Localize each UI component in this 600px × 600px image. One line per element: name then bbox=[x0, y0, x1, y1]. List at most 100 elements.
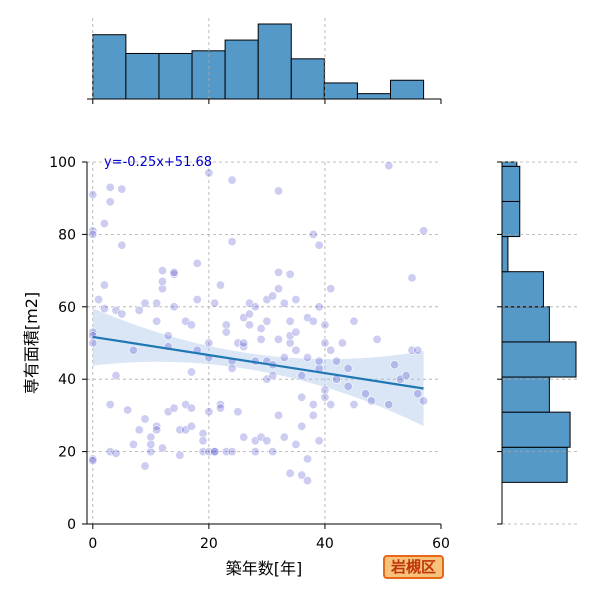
y-hist-bar bbox=[501, 161, 518, 167]
scatter-point bbox=[239, 342, 249, 352]
scatter-point bbox=[274, 267, 284, 277]
scatter-point bbox=[117, 240, 127, 250]
scatter-point bbox=[285, 331, 295, 341]
scatter-point bbox=[215, 400, 225, 410]
x-hist-bar bbox=[158, 52, 193, 100]
y-hist-bar bbox=[501, 236, 509, 273]
scatter-point bbox=[146, 447, 156, 457]
x-axis-title: 築年数[年] bbox=[226, 559, 303, 578]
scatter-point bbox=[157, 443, 167, 453]
scatter-point bbox=[146, 432, 156, 442]
scatter-point bbox=[297, 371, 307, 381]
y-tick-label: 80 bbox=[58, 227, 76, 243]
scatter-point bbox=[244, 320, 254, 330]
regression-line bbox=[92, 335, 424, 390]
scatter-point bbox=[210, 447, 220, 457]
scatter-point bbox=[308, 229, 318, 239]
scatter-point bbox=[314, 436, 324, 446]
scatter-point bbox=[239, 313, 249, 323]
scatter-point bbox=[99, 280, 109, 290]
scatter-point bbox=[227, 237, 237, 247]
scatter-point bbox=[274, 284, 284, 294]
scatter-point bbox=[279, 432, 289, 442]
scatter-point bbox=[343, 381, 353, 391]
scatter-point bbox=[128, 439, 138, 449]
scatter-point bbox=[274, 186, 284, 196]
scatter-point bbox=[297, 421, 307, 431]
scatter-point bbox=[285, 338, 295, 348]
scatter-point bbox=[308, 316, 318, 326]
scatter-point bbox=[244, 298, 254, 308]
x-hist-bar bbox=[125, 52, 160, 100]
scatter-point bbox=[111, 371, 121, 381]
scatter-point bbox=[221, 320, 231, 330]
scatter-point bbox=[239, 432, 249, 442]
scatter-point bbox=[117, 184, 127, 194]
scatter-point bbox=[320, 320, 330, 330]
y-hist-bar bbox=[501, 376, 550, 413]
scatter-point bbox=[308, 410, 318, 420]
scatter-point bbox=[134, 425, 144, 435]
scatter-point bbox=[204, 407, 214, 417]
scatter-point bbox=[384, 400, 394, 410]
scatter-point bbox=[262, 316, 272, 326]
scatter-point bbox=[152, 425, 162, 435]
regression-confidence-band bbox=[92, 308, 424, 427]
scatter-point bbox=[169, 302, 179, 312]
scatter-point bbox=[366, 396, 376, 406]
scatter-point bbox=[128, 345, 138, 355]
x-marginal-histogram bbox=[87, 18, 442, 104]
scatter-point bbox=[88, 456, 98, 466]
y-tick-label: 100 bbox=[49, 155, 76, 171]
scatter-point bbox=[285, 269, 295, 279]
scatter-point bbox=[291, 295, 301, 305]
scatter-points bbox=[88, 161, 429, 486]
scatter-point bbox=[146, 439, 156, 449]
scatter-point bbox=[186, 367, 196, 377]
scatter-point bbox=[105, 182, 115, 192]
scatter-point bbox=[413, 345, 423, 355]
scatter-point bbox=[88, 327, 98, 337]
scatter-point bbox=[140, 414, 150, 424]
scatter-point bbox=[407, 273, 417, 283]
scatter-point bbox=[221, 327, 231, 337]
scatter-point bbox=[314, 356, 324, 366]
scatter-point bbox=[123, 405, 133, 415]
x-tick-label: 20 bbox=[200, 536, 218, 552]
scatter-point bbox=[152, 316, 162, 326]
scatter-point bbox=[88, 229, 98, 239]
scatter-point bbox=[274, 334, 284, 344]
scatter-point bbox=[99, 219, 109, 229]
scatter-point bbox=[152, 298, 162, 308]
scatter-point bbox=[227, 175, 237, 185]
y-tick-label: 0 bbox=[67, 517, 76, 533]
scatter-point bbox=[285, 316, 295, 326]
scatter-point bbox=[285, 468, 295, 478]
scatter-point bbox=[291, 345, 301, 355]
x-hist-bar bbox=[356, 93, 392, 100]
regression-equation: y=-0.25x+51.68 bbox=[104, 155, 212, 170]
x-hist-bar bbox=[323, 82, 358, 100]
scatter-point bbox=[297, 470, 307, 480]
scatter-point bbox=[274, 410, 284, 420]
scatter-point bbox=[186, 421, 196, 431]
scatter-point bbox=[105, 197, 115, 207]
scatter-point bbox=[401, 371, 411, 381]
scatter-point bbox=[163, 331, 173, 341]
scatter-point bbox=[186, 320, 196, 330]
scatter-point bbox=[419, 226, 429, 236]
scatter-point bbox=[320, 385, 330, 395]
scatter-point bbox=[320, 392, 330, 402]
scatter-point bbox=[291, 439, 301, 449]
y-tick-label: 40 bbox=[58, 372, 76, 388]
scatter-point bbox=[279, 298, 289, 308]
y-tick-label: 60 bbox=[58, 300, 76, 316]
scatter-point bbox=[372, 334, 382, 344]
scatter-point bbox=[169, 267, 179, 277]
scatter-point bbox=[314, 302, 324, 312]
scatter-point bbox=[88, 190, 98, 200]
scatter-point bbox=[215, 403, 225, 413]
scatter-point bbox=[134, 305, 144, 315]
scatter-point bbox=[204, 168, 214, 178]
